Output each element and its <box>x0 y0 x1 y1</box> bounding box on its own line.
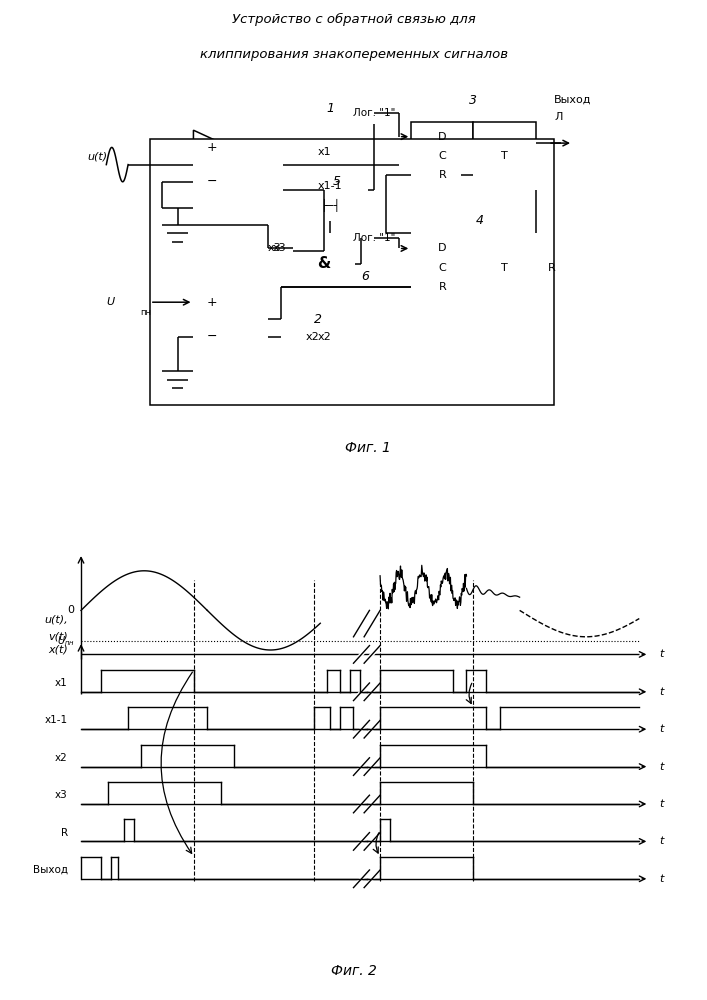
Bar <box>150 139 554 405</box>
Text: Устройство с обратной связью для: Устройство с обратной связью для <box>232 13 475 26</box>
Text: t: t <box>659 836 664 846</box>
Text: t: t <box>659 799 664 809</box>
Text: x1-1: x1-1 <box>318 181 342 191</box>
Text: D: D <box>438 132 447 142</box>
Text: T: T <box>501 263 508 273</box>
Text: Л: Л <box>554 112 563 122</box>
Text: Лог. "1": Лог. "1" <box>353 233 395 243</box>
Text: R: R <box>548 263 556 273</box>
Text: t: t <box>659 874 664 884</box>
Text: D: D <box>438 243 447 253</box>
Text: Фиг. 1: Фиг. 1 <box>345 441 390 455</box>
Text: U: U <box>106 297 115 307</box>
Text: −: − <box>207 175 217 188</box>
Bar <box>411 122 474 190</box>
Text: 4: 4 <box>476 214 484 227</box>
Text: x2: x2 <box>55 753 68 763</box>
Text: +: + <box>206 141 218 154</box>
Text: $U_{пн}$: $U_{пн}$ <box>57 634 74 648</box>
Text: 2: 2 <box>314 313 322 326</box>
Bar <box>293 190 368 221</box>
Text: x3: x3 <box>273 243 287 253</box>
Text: t: t <box>659 762 664 772</box>
Text: u(t),: u(t), <box>44 614 68 624</box>
Text: Выход: Выход <box>33 865 68 875</box>
Bar <box>474 233 536 302</box>
Bar <box>293 233 355 294</box>
Text: x1: x1 <box>55 678 68 688</box>
Text: x1: x1 <box>318 147 332 157</box>
Text: C: C <box>438 151 446 161</box>
Text: 5: 5 <box>332 175 341 188</box>
Text: t: t <box>659 724 664 734</box>
Text: t: t <box>659 649 664 659</box>
Text: 1: 1 <box>327 102 334 115</box>
Text: x2: x2 <box>318 332 332 342</box>
Text: клиппирования знакопеременных сигналов: клиппирования знакопеременных сигналов <box>199 48 508 61</box>
Text: R: R <box>61 828 68 838</box>
Text: t: t <box>659 687 664 697</box>
Text: пн: пн <box>141 308 151 317</box>
Text: +: + <box>206 296 218 309</box>
Text: 3: 3 <box>469 94 477 107</box>
Text: v(t): v(t) <box>48 632 68 642</box>
Text: u(t): u(t) <box>88 151 107 161</box>
Text: −: − <box>207 330 217 343</box>
Text: x3: x3 <box>55 790 68 800</box>
Text: Выход: Выход <box>554 95 592 105</box>
Text: &: & <box>317 256 331 271</box>
Text: T: T <box>501 151 508 161</box>
Text: x(t): x(t) <box>48 645 68 655</box>
Text: 0: 0 <box>67 605 74 615</box>
Text: Лог. "1": Лог. "1" <box>353 108 395 118</box>
Text: R: R <box>438 282 446 292</box>
Text: R: R <box>438 170 446 180</box>
Text: 6: 6 <box>361 270 370 283</box>
Text: x2: x2 <box>305 332 319 342</box>
Bar <box>411 233 474 302</box>
Bar <box>474 122 536 190</box>
Text: x1-1: x1-1 <box>45 715 68 725</box>
Text: ├─┤: ├─┤ <box>320 199 341 212</box>
Text: C: C <box>438 263 446 273</box>
Text: Фиг. 2: Фиг. 2 <box>331 964 376 978</box>
Text: x3: x3 <box>268 243 281 253</box>
